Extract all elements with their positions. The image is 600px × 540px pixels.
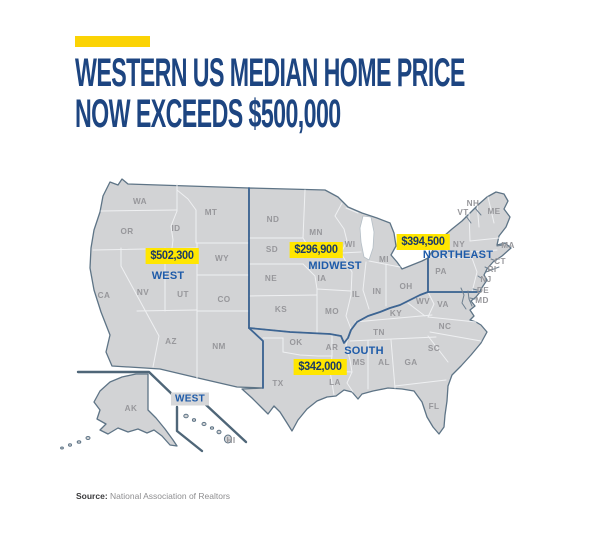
state-label: AZ [165,337,177,346]
state-label: WI [345,240,356,249]
source-label: Source: [76,491,108,501]
state-label: VT [457,208,468,217]
state-label: ME [487,207,500,216]
state-labels: WA OR ID MT WY CA NV UT CO AZ NM ND SD N… [98,197,515,445]
state-label: DE [477,286,489,295]
state-label: MS [352,358,365,367]
state-label: CA [98,291,111,300]
state-label: CO [217,295,230,304]
region-label-northeast: NORTHEAST [422,249,494,261]
state-label: CT [494,257,506,266]
state-label: NM [212,342,226,351]
state-label: ID [172,224,181,233]
price-badge-northeast: $394,500 [396,234,450,250]
state-label: OK [289,338,302,347]
state-label: MN [309,228,323,237]
region-northeast [427,191,512,293]
hawaii-islands [183,413,233,444]
coast-details-and-callouts [460,207,504,310]
state-label: GA [404,358,417,367]
price-badge-midwest: $296,900 [289,242,343,258]
region-dividers [248,187,481,389]
state-label: NE [265,274,277,283]
state-label: OH [399,282,412,291]
state-label: MD [475,296,489,305]
state-label: PA [435,267,447,276]
state-label: IN [373,287,382,296]
state-label: LA [329,378,341,387]
state-label: TX [272,379,283,388]
lake-michigan [359,215,375,261]
price-badge-west: $502,300 [145,248,199,264]
region-west [89,178,264,389]
region-label-west: WEST [151,270,185,282]
accent-bar [75,36,150,47]
state-label: MO [325,307,339,316]
state-label: VA [437,300,449,309]
alaska-shape [93,373,178,447]
state-label: SC [428,344,440,353]
state-label: NJ [480,275,491,284]
state-label: NC [439,322,452,331]
title-line-1: WESTERN US MEDIAN HOME PRICE [75,51,465,95]
price-badge-south: $342,000 [293,359,347,375]
state-label: NV [137,288,149,297]
state-label: MT [205,208,218,217]
state-label: MA [501,241,515,250]
state-label: WA [133,197,147,206]
state-label: WY [215,254,229,263]
state-label: MI [379,255,389,264]
state-label: AR [326,343,339,352]
state-label: IA [318,274,327,283]
state-label: RI [488,265,497,274]
aleutian-islands [60,436,91,450]
state-label: KY [390,309,402,318]
state-label: ND [267,215,280,224]
state-label: NH [467,199,480,208]
state-label: FL [429,402,440,411]
state-label: WV [416,297,430,306]
state-label: AL [378,358,390,367]
state-label: OR [120,227,133,236]
region-label-south: SOUTH [344,345,384,357]
state-label: AK [125,404,138,413]
state-label: IL [352,290,360,299]
state-label: HI [227,436,236,445]
region-label-midwest: MIDWEST [308,260,362,272]
source-text: National Association of Realtors [110,491,231,501]
state-label: TN [373,328,385,337]
title-line-2: NOW EXCEEDS $500,000 [75,92,341,136]
inset-frame [76,370,248,453]
state-label: KS [275,305,287,314]
page-title: WESTERN US MEDIAN HOME PRICE NOW EXCEEDS … [75,53,465,135]
state-label: NY [453,240,465,249]
inset-west-label: WEST [170,392,210,406]
state-label: UT [177,290,189,299]
source-line: Source: National Association of Realtors [76,491,230,501]
state-label: SD [266,245,278,254]
